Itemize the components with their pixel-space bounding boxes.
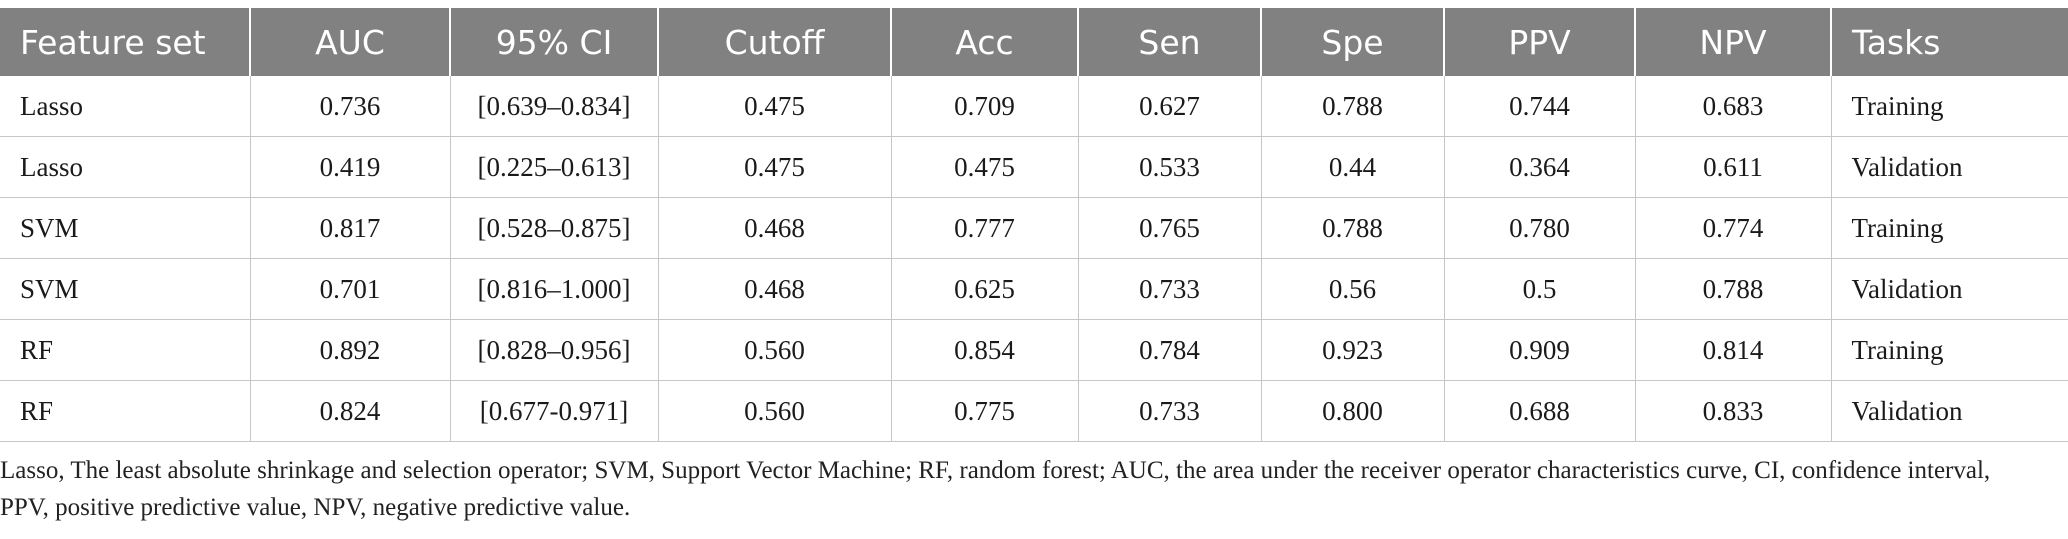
cell-ppv: 0.5 xyxy=(1444,258,1636,320)
cell-ppv: 0.780 xyxy=(1444,197,1636,259)
cell-spe: 0.56 xyxy=(1261,258,1445,320)
header-cutoff: Cutoff xyxy=(658,8,892,76)
cell-spe: 0.923 xyxy=(1261,319,1445,381)
header-tasks: Tasks xyxy=(1831,8,2068,76)
cell-sen: 0.733 xyxy=(1078,258,1262,320)
cell-spe: 0.800 xyxy=(1261,380,1445,442)
header-ci: 95% CI xyxy=(450,8,659,76)
cell-cutoff: 0.475 xyxy=(658,136,892,198)
cell-tasks: Training xyxy=(1831,319,2068,381)
cell-cutoff: 0.560 xyxy=(658,380,892,442)
cell-sen: 0.627 xyxy=(1078,76,1262,137)
cell-auc: 0.736 xyxy=(250,76,451,137)
cell-auc: 0.824 xyxy=(250,380,451,442)
cell-cutoff: 0.468 xyxy=(658,197,892,259)
cell-cutoff: 0.560 xyxy=(658,319,892,381)
cell-ppv: 0.744 xyxy=(1444,76,1636,137)
cell-ppv: 0.364 xyxy=(1444,136,1636,198)
cell-sen: 0.784 xyxy=(1078,319,1262,381)
cell-acc: 0.777 xyxy=(891,197,1079,259)
cell-sen: 0.533 xyxy=(1078,136,1262,198)
cell-acc: 0.475 xyxy=(891,136,1079,198)
table-row: Lasso 0.419 [0.225–0.613] 0.475 0.475 0.… xyxy=(0,136,2068,198)
cell-ci: [0.677-0.971] xyxy=(450,380,659,442)
cell-npv: 0.814 xyxy=(1635,319,1832,381)
cell-sen: 0.733 xyxy=(1078,380,1262,442)
cell-spe: 0.788 xyxy=(1261,76,1445,137)
header-ppv: PPV xyxy=(1444,8,1636,76)
cell-ppv: 0.909 xyxy=(1444,319,1636,381)
cell-ci: [0.225–0.613] xyxy=(450,136,659,198)
header-acc: Acc xyxy=(891,8,1079,76)
table-row: RF 0.892 [0.828–0.956] 0.560 0.854 0.784… xyxy=(0,319,2068,381)
cell-ci: [0.528–0.875] xyxy=(450,197,659,259)
cell-feature-set: SVM xyxy=(0,197,251,259)
cell-npv: 0.774 xyxy=(1635,197,1832,259)
cell-auc: 0.892 xyxy=(250,319,451,381)
cell-feature-set: SVM xyxy=(0,258,251,320)
cell-spe: 0.44 xyxy=(1261,136,1445,198)
cell-acc: 0.625 xyxy=(891,258,1079,320)
cell-acc: 0.854 xyxy=(891,319,1079,381)
table-row: SVM 0.701 [0.816–1.000] 0.468 0.625 0.73… xyxy=(0,258,2068,320)
cell-sen: 0.765 xyxy=(1078,197,1262,259)
cell-npv: 0.611 xyxy=(1635,136,1832,198)
cell-spe: 0.788 xyxy=(1261,197,1445,259)
cell-tasks: Validation xyxy=(1831,136,2068,198)
header-sen: Sen xyxy=(1078,8,1262,76)
table-row: Lasso 0.736 [0.639–0.834] 0.475 0.709 0.… xyxy=(0,76,2068,137)
cell-feature-set: Lasso xyxy=(0,76,251,137)
header-npv: NPV xyxy=(1635,8,1832,76)
cell-npv: 0.833 xyxy=(1635,380,1832,442)
table-header: Feature set AUC 95% CI Cutoff Acc Sen Sp… xyxy=(0,8,2068,76)
cell-npv: 0.788 xyxy=(1635,258,1832,320)
cell-feature-set: RF xyxy=(0,319,251,381)
header-row: Feature set AUC 95% CI Cutoff Acc Sen Sp… xyxy=(0,8,2068,76)
table-body: Lasso 0.736 [0.639–0.834] 0.475 0.709 0.… xyxy=(0,76,2068,442)
cell-acc: 0.775 xyxy=(891,380,1079,442)
header-spe: Spe xyxy=(1261,8,1445,76)
cell-npv: 0.683 xyxy=(1635,76,1832,137)
cell-feature-set: Lasso xyxy=(0,136,251,198)
table-footnote: Lasso, The least absolute shrinkage and … xyxy=(0,457,1991,521)
cell-feature-set: RF xyxy=(0,380,251,442)
cell-auc: 0.419 xyxy=(250,136,451,198)
cell-auc: 0.701 xyxy=(250,258,451,320)
cell-ci: [0.639–0.834] xyxy=(450,76,659,137)
cell-cutoff: 0.475 xyxy=(658,76,892,137)
cell-cutoff: 0.468 xyxy=(658,258,892,320)
cell-tasks: Validation xyxy=(1831,258,2068,320)
cell-tasks: Validation xyxy=(1831,380,2068,442)
table-row: RF 0.824 [0.677-0.971] 0.560 0.775 0.733… xyxy=(0,380,2068,442)
cell-tasks: Training xyxy=(1831,76,2068,137)
cell-ci: [0.828–0.956] xyxy=(450,319,659,381)
cell-tasks: Training xyxy=(1831,197,2068,259)
header-auc: AUC xyxy=(250,8,451,76)
header-feature-set: Feature set xyxy=(0,8,251,76)
results-table: Feature set AUC 95% CI Cutoff Acc Sen Sp… xyxy=(0,8,2068,442)
table-row: SVM 0.817 [0.528–0.875] 0.468 0.777 0.76… xyxy=(0,197,2068,259)
cell-auc: 0.817 xyxy=(250,197,451,259)
cell-ppv: 0.688 xyxy=(1444,380,1636,442)
cell-acc: 0.709 xyxy=(891,76,1079,137)
results-table-container: Feature set AUC 95% CI Cutoff Acc Sen Sp… xyxy=(0,8,2068,442)
cell-ci: [0.816–1.000] xyxy=(450,258,659,320)
